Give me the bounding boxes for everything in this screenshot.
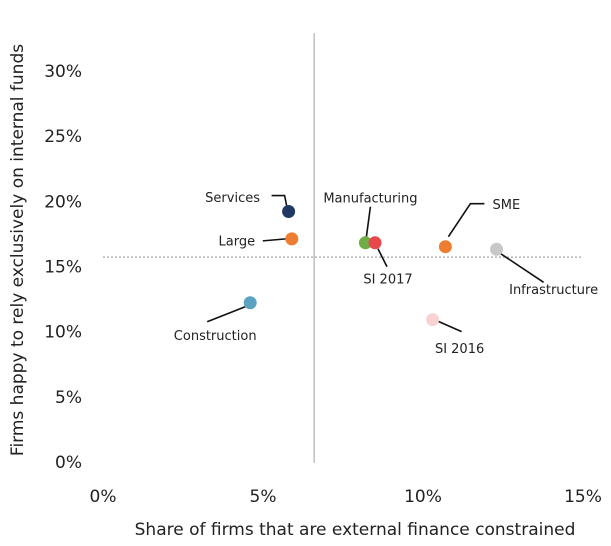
point-label: Infrastructure	[509, 283, 598, 298]
leader-line	[436, 319, 462, 333]
y-tick-label: 5%	[55, 388, 82, 408]
point	[358, 236, 372, 250]
point	[368, 236, 382, 250]
point	[282, 205, 296, 219]
point-label: Large	[219, 234, 256, 249]
y-tick-label: 0%	[55, 453, 82, 473]
leader-line	[262, 238, 286, 242]
point-label: Services	[205, 191, 260, 206]
x-tick-label: 5%	[250, 487, 277, 507]
point-label: SI 2017	[363, 272, 412, 287]
point-label: Construction	[174, 329, 257, 344]
y-axis-title: Firms happy to rely exclusively on inter…	[8, 44, 28, 456]
y-tick-label: 15%	[44, 258, 82, 278]
point	[490, 242, 504, 256]
leader-line	[271, 194, 288, 206]
y-tick-label: 30%	[44, 62, 82, 82]
x-axis-title: Share of firms that are external finance…	[135, 520, 576, 540]
y-tick-label: 10%	[44, 323, 82, 343]
x-tick-label: 10%	[404, 487, 442, 507]
point-label: SI 2016	[435, 342, 484, 357]
leader-line	[377, 248, 388, 268]
point-label: SME	[493, 198, 521, 213]
y-tick-label: 25%	[44, 127, 82, 147]
point	[243, 296, 257, 310]
leader-line	[498, 251, 545, 283]
point	[426, 313, 440, 327]
point	[438, 240, 452, 254]
leader-line	[365, 206, 372, 237]
x-tick-label: 15%	[564, 487, 602, 507]
leader-line	[447, 202, 485, 238]
leader-line	[206, 305, 246, 323]
y-tick-label: 20%	[44, 192, 82, 212]
point-label: Manufacturing	[323, 191, 417, 206]
point	[285, 232, 299, 246]
x-tick-label: 0%	[90, 487, 117, 507]
